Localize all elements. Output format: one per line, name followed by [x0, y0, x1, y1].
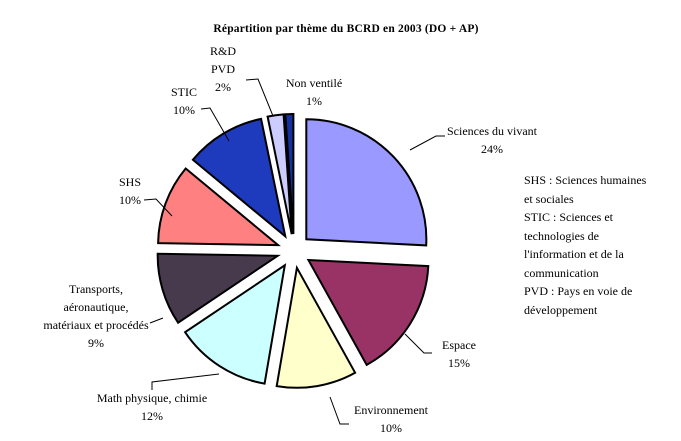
- slice-label-pct: 10%: [172, 103, 195, 117]
- slice-label-pct: 24%: [480, 142, 503, 156]
- leader-line-environnement: [329, 396, 349, 425]
- slice-label-rd-pvd: R&D PVD 2%: [210, 42, 236, 96]
- leader-lines-group: [143, 78, 445, 425]
- slice-label-name: Transports,: [69, 282, 123, 296]
- chart-title: Répartition par thème du BCRD en 2003 (D…: [213, 23, 479, 35]
- pie-slice-stic: [191, 117, 287, 239]
- slice-label-name: Non ventilé: [285, 76, 343, 90]
- slice-label-environnement: Environnement 10%: [354, 401, 428, 437]
- pie-slice-sciences-du-vivant: [305, 118, 428, 247]
- slice-label-name: Espace: [442, 338, 476, 352]
- slice-label-non-ventile: Non ventilé 1%: [286, 74, 342, 110]
- abbreviation-note-line: SHS : Sciences humaines: [524, 173, 647, 187]
- leader-line-shs: [143, 198, 173, 217]
- abbreviation-note-line: PVD : Pays en voie de: [524, 284, 633, 298]
- slice-label-pct: 10%: [118, 193, 141, 207]
- slice-label-shs: SHS 10%: [119, 173, 141, 209]
- slice-label-name: SHS: [118, 175, 142, 189]
- leader-line-rd-pvd: [245, 78, 274, 117]
- slice-label-name: Math physique, chimie: [96, 391, 208, 405]
- slice-label-math-physique-chimie: Math physique, chimie 12%: [97, 389, 207, 425]
- slice-label-name: matériaux et procédés: [43, 318, 149, 332]
- pie-slice-non-ventile: [284, 112, 295, 235]
- slice-label-pct: 1%: [305, 94, 322, 108]
- pie-slice-shs: [157, 167, 281, 247]
- slice-label-name: STIC: [170, 85, 198, 99]
- pie-slice-r-d-pvd: [266, 113, 293, 235]
- leader-line-stic: [200, 107, 230, 142]
- pie-slices-group: [156, 112, 430, 389]
- abbreviation-note-line: développement: [524, 302, 598, 317]
- slice-label-name: Environnement: [354, 403, 428, 417]
- leader-line-math-physique-chimie: [151, 373, 220, 390]
- slice-label-pct: 2%: [214, 80, 231, 94]
- slice-label-pct: 12%: [140, 409, 163, 423]
- abbreviation-note-line: STIC : Sciences et: [524, 210, 613, 224]
- pie-slice-math-physique-chimie: [183, 263, 287, 385]
- leader-line-sciences-du-vivant: [409, 135, 445, 151]
- slice-label-pct: 9%: [88, 336, 104, 350]
- abbreviation-note-line: communication: [524, 265, 599, 280]
- leader-line-espace: [404, 333, 432, 354]
- slice-label-espace: Espace 15%: [442, 336, 476, 372]
- abbreviation-note-line: technologies de: [524, 228, 599, 243]
- pie-slice-environnement: [275, 264, 357, 389]
- slice-label-stic: STIC 10%: [171, 83, 197, 119]
- pie-slice-espace: [306, 258, 430, 367]
- abbreviation-note-line: l'information et de la: [524, 247, 624, 261]
- slice-label-name: PVD: [210, 62, 236, 76]
- abbreviation-note: SHS : Sciences humaines et sociales STIC…: [524, 171, 646, 319]
- pie-slice-transports-aeronautique-materiaux-et-procedes: [156, 252, 281, 325]
- slice-label-name: Sciences du vivant: [447, 124, 537, 138]
- slice-label-name: R&D: [209, 44, 237, 58]
- leader-line-transports: [149, 317, 164, 324]
- slice-label-transports: Transports, aéronautique, matériaux et p…: [43, 280, 148, 352]
- slice-label-pct: 15%: [447, 356, 470, 370]
- abbreviation-note-line: et sociales: [524, 191, 574, 206]
- slice-label-sciences-du-vivant: Sciences du vivant 24%: [447, 122, 537, 158]
- slice-label-pct: 10%: [379, 421, 402, 435]
- slice-label-name: aéronautique,: [63, 300, 129, 314]
